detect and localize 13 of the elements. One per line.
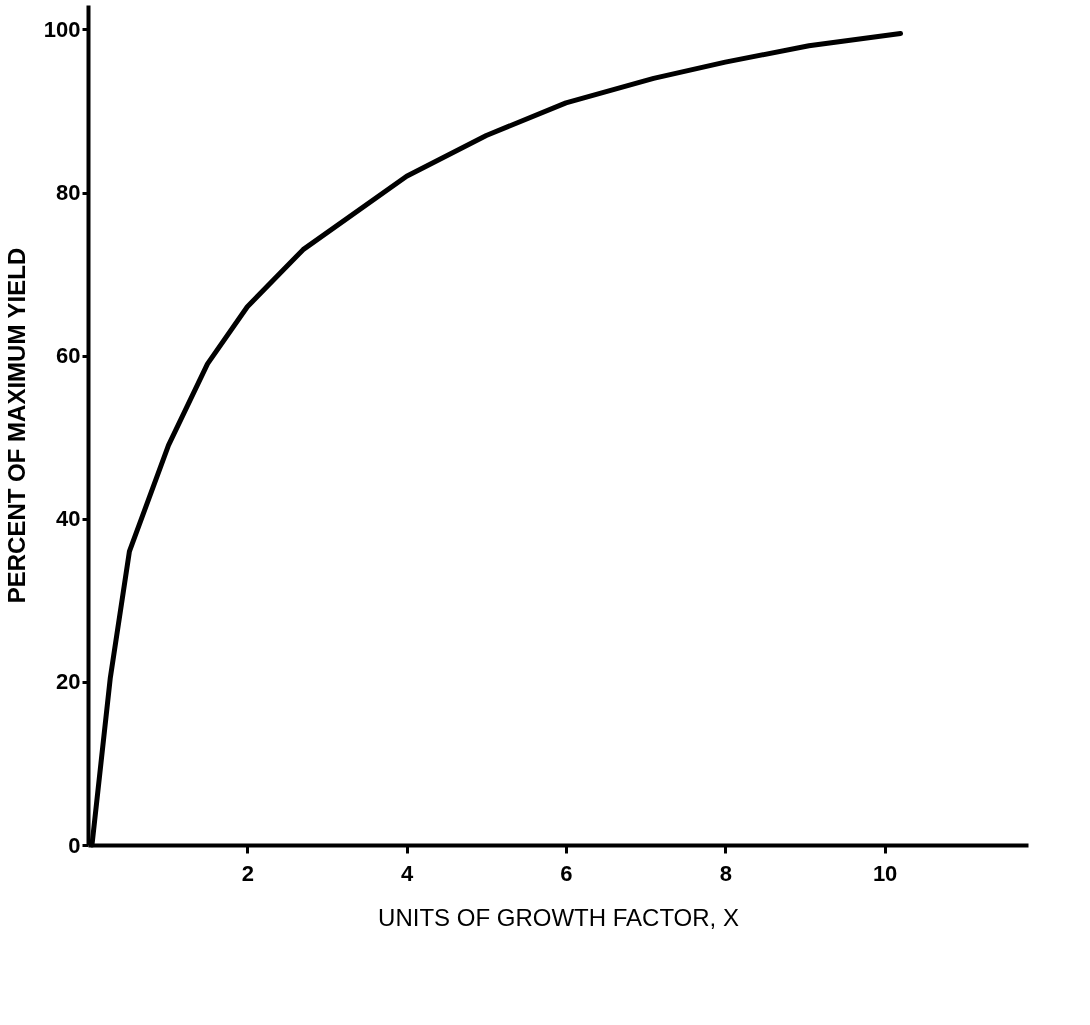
y-tick-label: 0 bbox=[68, 832, 81, 858]
y-axis-title: PERCENT OF MAXIMUM YIELD bbox=[2, 247, 30, 604]
y-tick-label: 20 bbox=[56, 669, 81, 695]
x-tick-label: 8 bbox=[719, 860, 732, 886]
x-tick-label: 10 bbox=[872, 860, 898, 886]
x-tick-label: 4 bbox=[401, 860, 415, 886]
y-tick-label: 100 bbox=[43, 16, 81, 42]
y-tick-label: 40 bbox=[56, 506, 81, 532]
x-tick-label: 2 bbox=[241, 860, 254, 886]
x-axis-title: UNITS OF GROWTH FACTOR, X bbox=[378, 903, 739, 931]
y-tick-label: 60 bbox=[56, 343, 81, 369]
x-tick-label: 6 bbox=[560, 860, 573, 886]
y-tick-label: 80 bbox=[56, 180, 81, 206]
